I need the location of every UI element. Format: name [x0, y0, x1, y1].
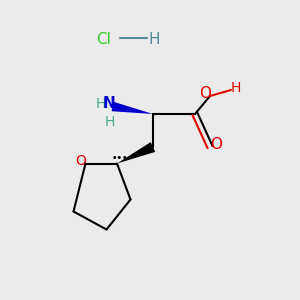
Text: O: O	[211, 137, 223, 152]
Text: Cl: Cl	[96, 32, 111, 46]
Text: H: H	[149, 32, 160, 46]
Text: O: O	[76, 154, 86, 168]
Text: O: O	[200, 86, 211, 101]
Text: H: H	[104, 115, 115, 128]
Text: H: H	[230, 81, 241, 94]
Text: N: N	[103, 96, 116, 111]
Text: H: H	[95, 97, 106, 110]
Polygon shape	[117, 142, 155, 164]
Text: •••: •••	[112, 154, 128, 163]
Polygon shape	[112, 102, 153, 114]
